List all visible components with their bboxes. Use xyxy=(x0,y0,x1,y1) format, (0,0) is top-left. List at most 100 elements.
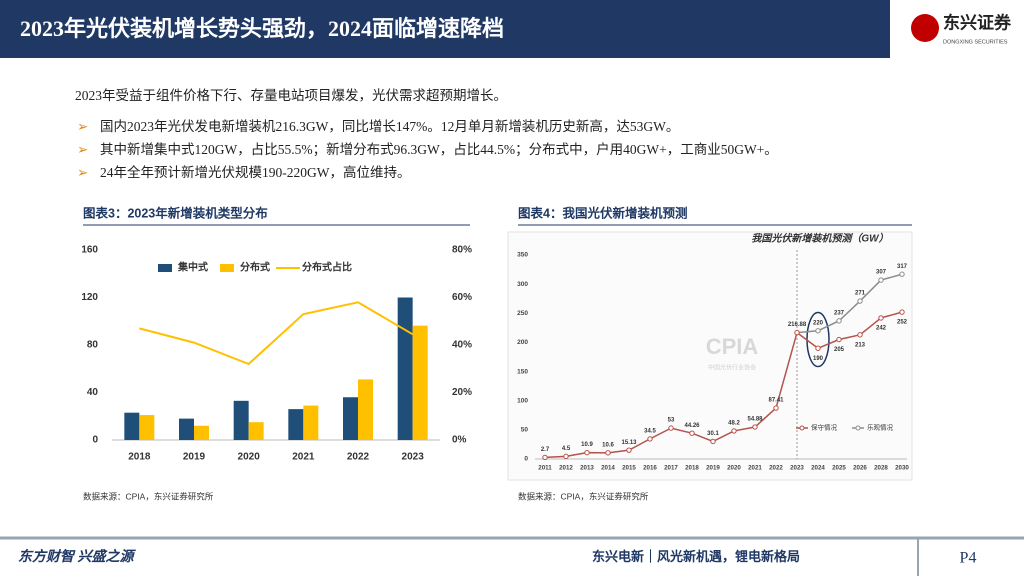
legend-label: 保守情况 xyxy=(811,423,838,432)
y-tick-label: 200 xyxy=(517,339,528,346)
data-label: 242 xyxy=(876,326,887,332)
bar xyxy=(139,415,155,440)
data-label: 48.2 xyxy=(728,420,740,426)
y-tick-label: 120 xyxy=(81,292,98,303)
point xyxy=(794,329,800,336)
x-tick-label: 2024 xyxy=(811,465,825,472)
x-tick-label: 2011 xyxy=(538,465,552,472)
point xyxy=(878,277,884,283)
bullet-icon: ➢ xyxy=(77,119,89,134)
bullet-icon: ➢ xyxy=(77,165,89,180)
y2-tick-label: 20% xyxy=(452,387,472,398)
x-tick-label: 2012 xyxy=(559,465,573,472)
legend-swatch xyxy=(158,264,172,272)
point xyxy=(563,453,569,460)
point xyxy=(815,345,821,351)
bar xyxy=(397,297,413,440)
data-label: 54.88 xyxy=(747,417,763,423)
bullet: 其中新增集中式120GW，占比55.5%；新增分布式96.3GW，占比44.5%… xyxy=(100,141,778,158)
y-tick-label: 50 xyxy=(521,427,529,434)
point xyxy=(626,447,632,453)
footer-tagline: 东兴电新｜风光新机遇，锂电新格局 xyxy=(592,549,800,564)
data-label: 237 xyxy=(834,310,845,316)
x-tick-label: 2020 xyxy=(238,452,261,463)
caption: 图表4：我国光伏新增装机预测 xyxy=(518,205,687,220)
x-tick-label: 2028 xyxy=(874,465,888,472)
x-tick-label: 2019 xyxy=(183,452,206,463)
logo-icon xyxy=(911,14,939,42)
x-tick-label: 2018 xyxy=(685,465,699,472)
data-label: 190 xyxy=(813,356,824,362)
bullet: 国内2023年光伏发电新增装机216.3GW，同比增长147%。12月单月新增装… xyxy=(100,118,679,134)
y-tick-label: 150 xyxy=(517,368,528,375)
x-tick-label: 2020 xyxy=(727,465,741,472)
bar xyxy=(343,397,358,440)
point xyxy=(878,315,884,321)
bar xyxy=(194,425,209,440)
bullet-icon: ➢ xyxy=(77,142,89,157)
point xyxy=(668,425,674,431)
x-tick-label: 2023 xyxy=(790,465,804,472)
point xyxy=(647,436,653,442)
point xyxy=(857,298,863,304)
legend-swatch xyxy=(855,425,861,431)
y-tick-label: 250 xyxy=(517,310,528,317)
y2-tick-label: 80% xyxy=(452,245,472,256)
bar xyxy=(233,400,249,440)
header-bar xyxy=(0,0,890,58)
data-label: 213 xyxy=(855,342,866,348)
y-tick-label: 0 xyxy=(92,435,98,446)
bullet: 24年全年预计新增光伏规模190-220GW，高位维持。 xyxy=(100,164,411,180)
y-tick-label: 0 xyxy=(524,456,528,463)
footer-slogan: 东方财智 兴盛之源 xyxy=(18,548,136,565)
x-tick-label: 2014 xyxy=(601,465,615,472)
line xyxy=(139,301,414,366)
y-tick-label: 300 xyxy=(517,281,528,288)
data-label: 30.1 xyxy=(707,431,719,437)
watermark: CPIA xyxy=(706,334,759,359)
data-label: 4.5 xyxy=(562,446,571,452)
data-label: 252 xyxy=(897,320,908,326)
x-tick-label: 2023 xyxy=(402,452,425,463)
legend-label: 分布式占比 xyxy=(302,261,352,274)
source: 数据来源：CPIA，东兴证券研究所 xyxy=(518,491,649,501)
bar xyxy=(303,405,319,440)
point xyxy=(710,438,716,445)
point xyxy=(815,328,821,334)
data-label: 10.6 xyxy=(602,442,614,448)
x-tick-label: 2025 xyxy=(832,465,846,472)
x-tick-label: 2017 xyxy=(664,465,678,472)
chart2-title: 我国光伏新增装机预测（GW） xyxy=(751,233,888,245)
x-tick-label: 2021 xyxy=(292,452,315,463)
y2-tick-label: 60% xyxy=(452,292,472,303)
logo-en: DONGXING SECURITIES xyxy=(943,39,1008,45)
point xyxy=(542,454,548,461)
chart2-frame xyxy=(507,231,913,481)
x-tick-label: 2021 xyxy=(748,465,762,472)
data-label: 205 xyxy=(834,347,845,353)
header-title: 2023年光伏装机增长势头强劲，2024面临增速降档 xyxy=(20,16,504,41)
point xyxy=(752,424,758,430)
x-tick-label: 2015 xyxy=(622,465,636,472)
intro: 2023年受益于组件价格下行、存量电站项目爆发，光伏需求超预期增长。 xyxy=(75,88,507,103)
point xyxy=(836,318,842,324)
line xyxy=(544,311,903,459)
data-label: 317 xyxy=(897,264,908,270)
bar xyxy=(179,418,194,440)
connector xyxy=(796,330,819,334)
x-tick-label: 2013 xyxy=(580,465,594,472)
point xyxy=(584,449,590,456)
legend-label: 集中式 xyxy=(177,261,208,274)
data-label: 87.41 xyxy=(768,398,784,404)
y-tick-label: 80 xyxy=(87,340,99,351)
y-tick-label: 100 xyxy=(517,397,528,404)
watermark-sub: 中国光伏行业协会 xyxy=(708,364,756,372)
data-label: 271 xyxy=(855,291,866,297)
legend-swatch xyxy=(220,264,234,272)
data-label: 10.9 xyxy=(581,442,593,448)
x-tick-label: 2026 xyxy=(853,465,867,472)
legend-label: 乐观情况 xyxy=(867,423,894,432)
y2-tick-label: 40% xyxy=(452,340,472,351)
page-number: P4 xyxy=(960,550,977,567)
